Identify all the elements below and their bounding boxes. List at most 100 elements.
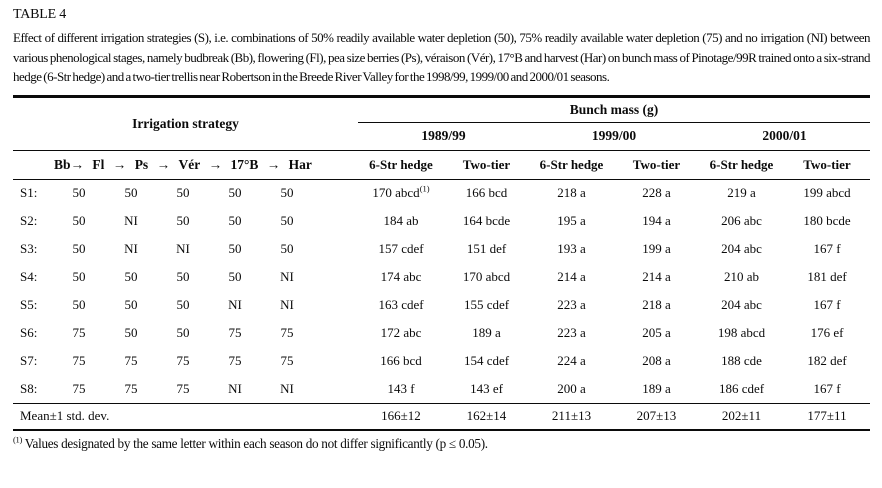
stage-label-ps: Ps (134, 156, 149, 172)
column-header-row: Bb→ Fl → Ps → Vér → 17°B → Har 6-Str hedge Two-ti… (13, 150, 871, 180)
irrigation-value: 50 (72, 297, 86, 312)
bunch-mass-value: 224 a (557, 353, 586, 368)
bunch-mass-value: 198 abcd (717, 325, 766, 340)
strategy-label: S1: (20, 185, 38, 201)
irrigation-value: 75 (228, 325, 242, 340)
irrigation-value: 50 (228, 269, 242, 284)
irrigation-value: 75 (124, 380, 138, 396)
irrigation-value: 50 (124, 269, 138, 284)
footnote-text: Values designated by the same letter wit… (24, 436, 488, 451)
table-number-title: TABLE 4 (13, 7, 67, 22)
irrigation-value: 75 (72, 325, 86, 340)
bunch-mass-value: 189 a (642, 380, 671, 396)
irrigation-value: 50 (72, 185, 86, 201)
irrigation-value: 50 (72, 269, 86, 284)
irrigation-value: 50 (280, 213, 294, 228)
bunch-mass-value: 195 a (557, 213, 586, 228)
spacer-cell (313, 375, 358, 403)
irrigation-value: 75 (228, 353, 242, 368)
mean-row-label: Mean±1 std. dev. (13, 402, 358, 430)
irrigation-value: 75 (280, 353, 294, 368)
bunch-mass-value: 214 a (557, 269, 586, 284)
strategy-label: S5: (20, 297, 38, 312)
bunch-mass-value: 186 cdef (718, 380, 765, 396)
irrigation-value: 50 (228, 213, 242, 228)
irrigation-value: 50 (124, 297, 138, 312)
bunch-mass-value: 228 a (642, 185, 671, 201)
irrigation-value: 75 (176, 353, 190, 368)
arrow-right-glyph: → (112, 156, 127, 172)
phenological-stages-header-cell: Bb→ Fl → Ps → Vér → 17°B → Har (53, 150, 313, 180)
bunch-mass-value: 188 cde (721, 353, 762, 368)
bunch-mass-value: 167 f (813, 241, 841, 256)
strategy-label: S6: (20, 325, 38, 340)
irrigation-value: 50 (176, 185, 190, 201)
bunch-mass-value: 164 bcde (462, 213, 511, 228)
bunch-mass-value: 184 ab (383, 213, 419, 228)
trellis-header-6str-2: 6-Str hedge (529, 150, 614, 180)
mean-row: Mean±1 std. dev. 166±12 162±14 211±13 20… (13, 402, 871, 430)
bunch-mass-value: 223 a (557, 325, 586, 340)
spacer-cell (313, 263, 358, 291)
irrigation-value: 50 (124, 185, 138, 201)
empty-corner-cell (13, 150, 53, 180)
stage-label-fl: Fl (92, 156, 105, 172)
strategy-label: S8: (20, 380, 38, 396)
irrigation-value: 50 (124, 325, 138, 340)
irrigation-bunch-mass-table: Irrigation strategy Bunch mass (g) 1989/… (13, 94, 871, 431)
irrigation-value: 50 (228, 241, 242, 256)
bunch-mass-value: 194 a (642, 213, 671, 228)
group-header-row: Irrigation strategy Bunch mass (g) (13, 96, 871, 151)
mean-value: 177±11 (784, 402, 871, 430)
bunch-mass-value: 174 abc (380, 269, 422, 284)
stage-sequence: Bb→ Fl → Ps → Vér → 17°B → Har (53, 157, 313, 173)
irrigation-value: NI (228, 297, 242, 312)
bunch-mass-value: 172 abc (380, 325, 422, 340)
irrigation-value: NI (124, 213, 138, 228)
bunch-mass-value: 151 def (466, 241, 507, 256)
spacer-header-cell (313, 150, 358, 180)
irrigation-value: 50 (176, 297, 190, 312)
page: TABLE 4 Effect of different irrigation s… (13, 7, 871, 451)
irrigation-value: 50 (280, 241, 294, 256)
bunch-mass-value: 157 cdef (378, 241, 424, 256)
irrigation-value: NI (280, 297, 294, 312)
footnote-ref: (1) (419, 183, 430, 194)
season-header-2000-01: 2000/01 (699, 122, 871, 151)
bunch-mass-value: 154 cdef (463, 353, 510, 368)
spacer-cell (313, 291, 358, 319)
bunch-mass-value: 181 def (807, 269, 847, 284)
spacer-cell (313, 207, 358, 235)
bunch-mass-group-header: Bunch mass (g) (358, 96, 871, 123)
trellis-header-6str-1: 6-Str hedge (358, 150, 444, 180)
bunch-mass-value: 170 abcd(1) (372, 183, 430, 201)
trellis-header-twotier-3: Two-tier (784, 150, 871, 180)
strategy-row: S6: 75 50 50 75 75 172 abc 189 a 223 a 205 a 198 a… (13, 319, 870, 347)
trellis-header-6str-3: 6-Str hedge (699, 150, 784, 180)
bunch-mass-value: 204 abc (721, 241, 762, 256)
spacer-cell (313, 235, 358, 263)
season-header-1999-00: 1999/00 (529, 122, 699, 151)
bunch-mass-value: 166 bcd (380, 353, 422, 368)
strategy-label: S4: (20, 269, 38, 284)
table-caption: Effect of different irrigation strategie… (13, 30, 871, 84)
stage-label-har: Har (288, 156, 312, 172)
bunch-mass-value: 219 a (727, 185, 756, 201)
irrigation-value: 75 (280, 325, 294, 340)
irrigation-value: 50 (228, 185, 242, 201)
spacer-cell (313, 319, 358, 347)
irrigation-value: NI (280, 269, 294, 284)
bunch-mass-value: 166 bcd (465, 185, 508, 201)
strategy-row: S4: 50 50 50 50 NI 174 abc 170 abcd 214 a 214 a 21… (13, 263, 870, 291)
bunch-mass-value: 143 ef (470, 380, 503, 396)
strategy-row: S5: 50 50 50 NI NI 163 cdef 155 cdef 223 a 218 a 2… (13, 291, 870, 319)
bunch-mass-value: 176 ef (810, 325, 844, 340)
irrigation-value: NI (280, 380, 294, 396)
bunch-mass-value: 210 ab (723, 269, 760, 284)
irrigation-strategy-group-header: Irrigation strategy (13, 96, 358, 151)
bunch-mass-value: 155 cdef (463, 297, 510, 312)
strategy-row: S3: 50 NI NI 50 50 157 cdef 151 def 193 a 199 a 20… (13, 235, 870, 263)
arrow-right-glyph: → (266, 156, 281, 172)
spacer-cell (313, 179, 358, 207)
bunch-mass-value: 167 f (813, 297, 841, 312)
